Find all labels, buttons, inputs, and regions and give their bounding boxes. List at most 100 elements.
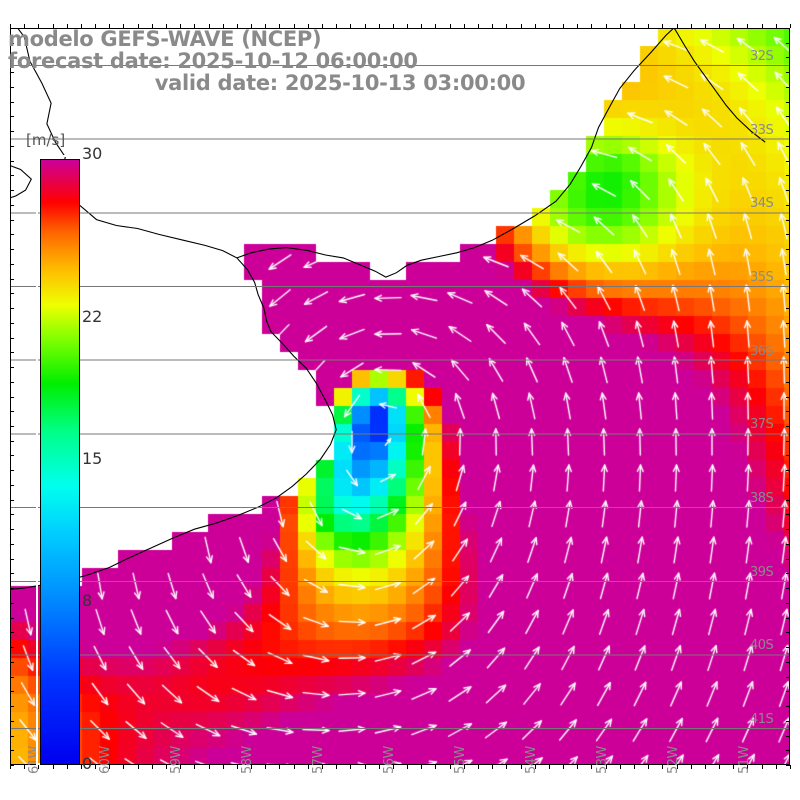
tick-left: [10, 57, 14, 59]
coastline-path-2: [673, 28, 766, 143]
tick-bottom: [166, 765, 167, 769]
tick-bottom: [719, 765, 721, 769]
tick-left: [10, 249, 14, 251]
tick-right: [786, 750, 790, 752]
tick-bottom: [222, 765, 224, 769]
tick-bottom: [10, 765, 11, 769]
tick-top: [619, 24, 621, 28]
tick-right: [786, 116, 790, 118]
lon-label-52W: 52W: [665, 746, 681, 774]
tick-bottom: [208, 765, 210, 769]
tick-top: [123, 24, 125, 28]
lon-label-57W: 57W: [311, 746, 327, 774]
tick-top: [605, 24, 607, 28]
tick-top: [80, 24, 82, 28]
tick-bottom: [293, 765, 295, 769]
tick-bottom: [492, 765, 494, 769]
tick-bottom: [80, 765, 82, 769]
tick-right: [786, 367, 790, 369]
tick-top: [492, 24, 494, 28]
tick-top: [336, 24, 338, 28]
tick-top: [733, 24, 735, 28]
tick-top: [449, 24, 451, 28]
tick-top: [378, 24, 380, 28]
tick-right: [786, 499, 790, 501]
lon-label-58W: 58W: [240, 746, 256, 774]
tick-bottom: [38, 765, 40, 769]
tick-top: [563, 24, 565, 28]
colorbar-gradient: [36, 155, 80, 765]
tick-top: [109, 24, 111, 28]
tick-bottom: [194, 765, 196, 769]
lat-label-32S: 32S: [750, 48, 774, 64]
tick-right: [786, 661, 790, 663]
tick-top: [534, 24, 536, 28]
tick-top: [265, 24, 267, 28]
tick-top: [293, 24, 295, 28]
tick-left: [10, 352, 14, 354]
tick-left: [10, 131, 14, 133]
tick-right: [786, 514, 790, 516]
colorbar-gradient-fill: [40, 159, 80, 765]
tick-top: [38, 24, 40, 28]
tick-right: [786, 131, 790, 133]
tick-top: [520, 24, 522, 28]
tick-left: [10, 765, 14, 766]
lat-label-41S: 41S: [750, 712, 774, 728]
tick-bottom: [251, 765, 253, 769]
tick-top: [463, 24, 465, 28]
tick-left: [10, 175, 14, 177]
tick-left: [10, 588, 14, 590]
map-plot-area: [10, 28, 790, 765]
tick-right: [786, 647, 790, 649]
lat-label-37S: 37S: [750, 417, 774, 433]
tick-top: [364, 24, 366, 28]
tick-right: [786, 293, 790, 295]
tick-left: [10, 484, 14, 486]
tick-bottom: [236, 765, 238, 769]
tick-bottom: [648, 765, 650, 769]
tick-bottom: [336, 765, 338, 769]
tick-bottom: [307, 765, 309, 769]
lat-label-34S: 34S: [750, 196, 774, 212]
tick-bottom: [109, 765, 111, 769]
tick-left: [10, 396, 14, 398]
tick-top: [180, 24, 182, 28]
tick-left: [10, 676, 14, 678]
tick-top: [506, 24, 508, 28]
tick-top: [392, 24, 394, 28]
tick-left: [10, 28, 14, 29]
colorbar: [36, 155, 80, 765]
tick-top: [421, 24, 423, 28]
tick-left: [10, 145, 14, 147]
lat-label-35S: 35S: [750, 269, 774, 285]
tick-bottom: [577, 765, 579, 769]
tick-bottom: [790, 765, 791, 769]
tick-right: [786, 455, 790, 457]
tick-left: [10, 617, 14, 619]
tick-right: [786, 72, 790, 74]
tick-top: [279, 24, 281, 28]
tick-top: [350, 24, 352, 28]
tick-right: [786, 28, 790, 29]
tick-top: [676, 24, 678, 28]
tick-top: [634, 24, 635, 28]
tick-left: [10, 116, 14, 118]
tick-left: [10, 647, 14, 649]
tick-bottom: [52, 765, 54, 769]
tick-bottom: [279, 765, 281, 769]
tick-left: [10, 190, 14, 192]
tick-left: [10, 720, 14, 722]
tick-right: [786, 706, 790, 708]
tick-right: [786, 720, 790, 722]
tick-bottom: [690, 765, 692, 769]
tick-top: [236, 24, 238, 28]
tick-bottom: [605, 765, 607, 769]
tick-bottom: [364, 765, 366, 769]
tick-top: [548, 24, 550, 28]
tick-top: [719, 24, 721, 28]
lat-label-40S: 40S: [750, 638, 774, 654]
tick-left: [10, 42, 14, 44]
tick-left: [10, 440, 14, 442]
coastline-path-3: [10, 165, 32, 199]
